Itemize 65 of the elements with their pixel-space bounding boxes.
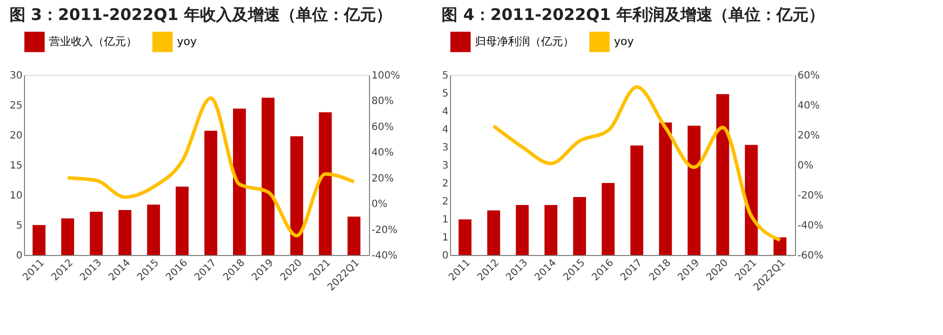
- bar: [774, 237, 786, 255]
- y2-tick-label: -20%: [798, 190, 824, 202]
- y-tick-label: 20: [10, 130, 22, 142]
- bar: [176, 186, 189, 255]
- y2-tick-label: 20%: [798, 130, 820, 142]
- y-tick-label: 2: [442, 196, 448, 208]
- bar: [487, 210, 500, 255]
- y2-tick-label: 20%: [372, 173, 394, 184]
- y2-tick-label: 80%: [372, 96, 394, 108]
- y2-tick-label: 100%: [372, 70, 400, 82]
- bar: [602, 183, 615, 255]
- legend-label: yoy: [177, 34, 198, 48]
- bar: [716, 94, 730, 255]
- legend-label: 营业收入（亿元）: [49, 34, 137, 48]
- bar: [290, 136, 304, 255]
- y2-tick-label: -40%: [798, 220, 824, 232]
- bar: [61, 218, 74, 255]
- bar: [458, 219, 472, 255]
- bar: [147, 204, 160, 255]
- bar: [516, 204, 529, 255]
- y2-tick-label: -60%: [798, 250, 824, 262]
- bar: [32, 225, 46, 255]
- legend-label: yoy: [614, 34, 634, 48]
- bar: [348, 216, 360, 255]
- bar: [262, 98, 275, 255]
- y-tick-label: 5: [442, 88, 448, 100]
- y2-tick-label: -20%: [372, 224, 398, 236]
- y2-tick-label: 0%: [798, 160, 814, 172]
- y-tick-label: 10: [10, 190, 22, 202]
- y-tick-label: 0: [16, 250, 22, 262]
- y-tick-label: 1: [442, 214, 448, 226]
- bar: [688, 126, 701, 255]
- y-tick-label: 5: [16, 220, 22, 232]
- y-tick-label: 0: [442, 250, 448, 262]
- y2-tick-label: 40%: [798, 100, 820, 112]
- bar: [90, 212, 103, 255]
- y-tick-label: 4: [442, 106, 448, 118]
- y-tick-label: 3: [442, 142, 448, 154]
- y2-tick-label: 40%: [372, 148, 394, 159]
- y-tick-label: 15: [10, 160, 22, 172]
- bar: [630, 146, 644, 255]
- y2-tick-label: 60%: [372, 122, 394, 133]
- legend-label: 归母净利润（亿元）: [475, 34, 574, 48]
- bar: [233, 108, 246, 255]
- bar: [318, 112, 332, 255]
- bar: [204, 130, 218, 255]
- y2-tick-label: 0%: [372, 199, 388, 210]
- bar: [544, 204, 558, 255]
- y-tick-label: 2: [442, 178, 448, 190]
- y2-tick-label: -40%: [372, 250, 398, 262]
- bar: [118, 210, 132, 255]
- y-tick-label: 30: [10, 70, 22, 82]
- y2-tick-label: 60%: [798, 70, 820, 82]
- chart-title: 图 4：2011-2022Q1 年利润及增速（单位：亿元）: [442, 5, 824, 24]
- bar: [744, 144, 758, 255]
- y-tick-label: 1: [442, 232, 448, 244]
- line-series: [492, 85, 782, 242]
- y-tick-label: 4: [442, 124, 448, 136]
- y-tick-label: 5: [442, 70, 448, 82]
- y-tick-label: 3: [442, 160, 448, 172]
- line-series: [66, 96, 356, 238]
- y-tick-label: 25: [10, 100, 22, 112]
- bar: [659, 122, 672, 255]
- bar: [573, 197, 586, 255]
- chart-title: 图 3：2011-2022Q1 年收入及增速（单位：亿元）: [9, 5, 392, 24]
